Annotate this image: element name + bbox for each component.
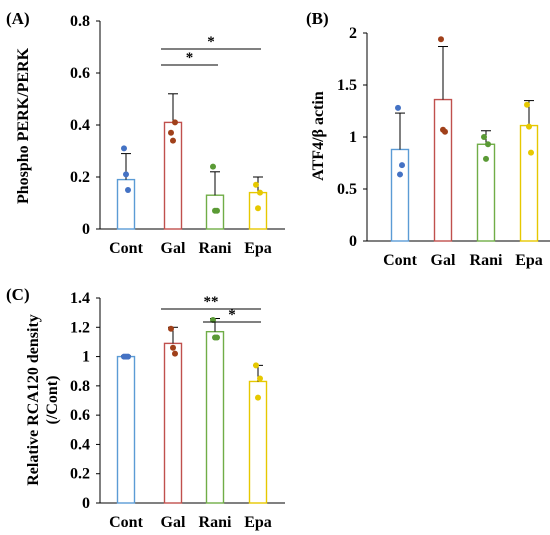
panel-label-a: (A) — [6, 9, 30, 28]
x-tick-label: Gal — [161, 514, 186, 531]
data-point — [168, 325, 174, 332]
y-axis-label-line-2: (/Cont) — [44, 376, 61, 425]
panel-label-c: (C) — [6, 285, 30, 304]
bar-gal — [163, 342, 183, 504]
panel-a: (A) Phospho PERK/PERK 0 0.2 0.4 0.6 0.8 Cont G… — [6, 9, 285, 257]
data-point — [253, 362, 259, 369]
x-tick-label: Gal — [161, 240, 186, 257]
data-point — [121, 145, 127, 152]
data-point — [170, 344, 176, 351]
x-tick-label: Epa — [515, 252, 543, 269]
data-point — [255, 394, 261, 401]
data-point — [253, 181, 259, 188]
data-point — [172, 119, 178, 126]
y-axis-label: Phospho PERK/PERK — [15, 47, 32, 204]
y-tick-label: 0.4 — [70, 117, 90, 134]
data-point — [483, 155, 489, 162]
data-point — [168, 129, 174, 136]
x-tick-label: Gal — [431, 252, 456, 269]
y-tick-label: 1.4 — [70, 290, 90, 307]
data-point — [438, 36, 444, 43]
x-tick-label: Cont — [383, 252, 417, 269]
significance-label: * — [228, 307, 236, 323]
y-tick-label: 0.4 — [70, 436, 90, 453]
data-point — [170, 137, 176, 144]
y-tick-label: 0 — [349, 233, 357, 250]
data-point — [397, 171, 403, 178]
panel-label-b: (B) — [306, 9, 329, 28]
y-tick-label: 0.6 — [70, 65, 90, 82]
y-tick-label: 0.2 — [70, 169, 90, 186]
data-point — [214, 207, 220, 214]
y-tick-label: 0.8 — [70, 13, 90, 30]
data-point — [485, 141, 491, 148]
y-axis-label: ATF4/β actin — [310, 91, 327, 181]
y-tick-label: 0.2 — [70, 466, 90, 483]
significance-label: * — [207, 34, 215, 50]
y-tick-label: 0 — [82, 495, 90, 512]
x-tick-label: Rani — [199, 514, 232, 531]
y-tick-label: 0 — [82, 221, 90, 238]
data-point — [442, 128, 448, 135]
bar-rani — [205, 330, 225, 504]
y-axis-label-line-1: Relative RCA120 density — [25, 314, 42, 486]
x-tick-label: Rani — [470, 252, 503, 269]
x-tick-label: Epa — [244, 240, 272, 257]
data-point — [210, 316, 216, 323]
panel-b: (B) ATF4/β actin 0 0.5 1 1.5 2 Cont Gal Rani Epa — [306, 9, 550, 269]
x-tick-label: Cont — [109, 240, 143, 257]
data-point — [123, 171, 129, 178]
y-tick-label: 1 — [349, 129, 357, 146]
y-tick-label: 1.5 — [337, 77, 357, 94]
data-point — [395, 104, 401, 111]
data-point — [125, 353, 131, 360]
bar-cont — [116, 178, 136, 230]
y-tick-label: 0.8 — [70, 378, 90, 395]
bar-gal — [433, 98, 453, 242]
data-point — [257, 189, 263, 196]
data-point — [214, 334, 220, 341]
data-point — [481, 134, 487, 140]
x-tick-label: Epa — [244, 514, 272, 531]
data-point — [255, 205, 261, 212]
significance-label: ** — [204, 294, 219, 310]
y-tick-label: 0.5 — [337, 181, 357, 198]
y-tick-label: 0.6 — [70, 407, 90, 424]
data-point — [528, 149, 534, 156]
bar-epa — [519, 124, 539, 242]
panel-c: (C) Relative RCA120 density (/Cont) 0 0.2… — [6, 285, 285, 531]
data-point — [125, 187, 131, 193]
data-point — [210, 163, 216, 170]
y-tick-label: 1.2 — [70, 319, 90, 336]
x-tick-label: Rani — [199, 240, 232, 257]
y-tick-label: 2 — [349, 25, 357, 42]
data-point — [399, 162, 405, 169]
data-point — [257, 375, 263, 382]
bar-cont — [116, 355, 136, 504]
significance-label: * — [186, 50, 194, 66]
y-tick-label: 1 — [82, 349, 90, 366]
data-point — [524, 101, 530, 108]
x-tick-label: Cont — [109, 514, 143, 531]
data-point — [172, 350, 178, 357]
data-point — [526, 123, 532, 130]
